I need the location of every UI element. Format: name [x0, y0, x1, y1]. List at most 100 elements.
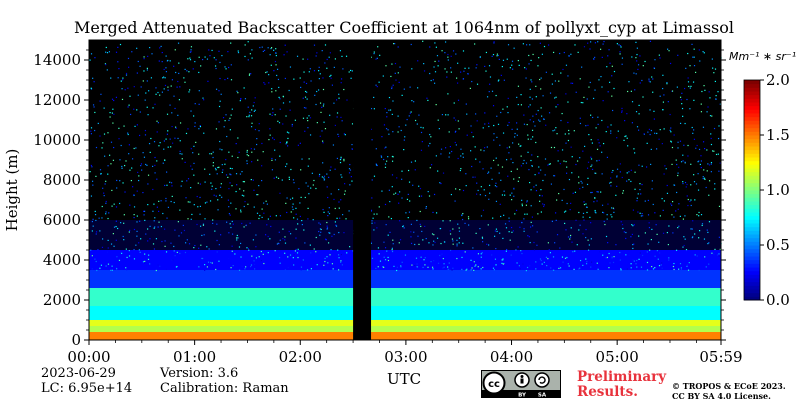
noise-pixel: [377, 46, 379, 48]
noise-pixel: [381, 190, 383, 192]
noise-pixel: [535, 141, 537, 144]
noise-pixel: [241, 222, 243, 225]
noise-pixel: [579, 122, 582, 125]
noise-pixel: [225, 174, 228, 176]
noise-pixel: [700, 155, 702, 157]
noise-pixel: [684, 122, 686, 125]
noise-pixel: [384, 107, 386, 110]
colorbar-segment: [744, 168, 760, 173]
noise-pixel: [705, 186, 707, 189]
noise-pixel: [496, 186, 498, 188]
noise-pixel: [687, 52, 689, 55]
noise-pixel: [243, 190, 245, 192]
noise-pixel: [131, 158, 134, 160]
noise-pixel: [669, 62, 672, 65]
noise-pixel: [284, 269, 287, 271]
noise-pixel: [162, 162, 164, 164]
noise-pixel: [508, 146, 511, 148]
noise-pixel: [716, 254, 719, 256]
noise-pixel: [122, 235, 124, 238]
noise-pixel: [467, 218, 470, 220]
noise-pixel: [575, 219, 577, 221]
noise-pixel: [129, 229, 131, 232]
noise-pixel: [636, 53, 638, 56]
noise-pixel: [682, 182, 684, 185]
noise-pixel: [330, 249, 332, 251]
noise-pixel: [688, 262, 690, 264]
noise-pixel: [611, 65, 613, 67]
noise-pixel: [325, 239, 327, 241]
noise-pixel: [310, 252, 312, 254]
noise-pixel: [686, 98, 688, 101]
noise-pixel: [456, 245, 458, 247]
noise-pixel: [568, 133, 570, 135]
noise-pixel: [204, 56, 206, 58]
svg-text:SA: SA: [538, 393, 547, 399]
noise-pixel: [647, 131, 649, 133]
noise-pixel: [627, 90, 629, 93]
noise-pixel: [203, 132, 205, 134]
noise-pixel: [338, 201, 340, 203]
noise-pixel: [229, 223, 231, 225]
noise-pixel: [516, 134, 518, 136]
noise-pixel: [627, 264, 629, 266]
weak-signal-region: [89, 220, 721, 250]
noise-pixel: [671, 204, 673, 206]
noise-pixel: [637, 129, 640, 131]
noise-pixel: [284, 239, 286, 241]
noise-pixel: [165, 55, 167, 57]
noise-pixel: [450, 55, 452, 57]
noise-pixel: [719, 162, 721, 164]
colorbar-tick-label: 2.0: [766, 71, 790, 89]
noise-pixel: [122, 79, 124, 81]
noise-pixel: [680, 268, 682, 270]
noise-pixel: [91, 166, 93, 168]
noise-pixel: [161, 61, 163, 63]
noise-pixel: [204, 202, 207, 204]
noise-pixel: [639, 252, 641, 254]
noise-pixel: [313, 179, 315, 182]
noise-pixel: [592, 116, 594, 119]
noise-pixel: [697, 173, 699, 175]
noise-pixel: [147, 114, 149, 116]
noise-pixel: [301, 223, 303, 226]
noise-pixel: [295, 237, 297, 239]
noise-pixel: [336, 112, 339, 114]
noise-pixel: [371, 254, 373, 256]
noise-pixel: [465, 173, 467, 175]
noise-pixel: [147, 183, 149, 185]
noise-pixel: [517, 103, 519, 106]
noise-pixel: [509, 194, 511, 196]
noise-pixel: [554, 242, 556, 244]
noise-pixel: [601, 56, 603, 58]
colorbar-segment: [744, 186, 760, 191]
noise-pixel: [123, 164, 126, 167]
noise-pixel: [449, 220, 451, 222]
noise-pixel: [658, 265, 661, 267]
noise-pixel: [621, 63, 623, 65]
noise-pixel: [458, 242, 460, 244]
noise-pixel: [456, 239, 458, 241]
noise-pixel: [690, 184, 692, 186]
noise-pixel: [692, 81, 695, 83]
noise-pixel: [661, 262, 663, 264]
noise-pixel: [118, 138, 120, 140]
noise-pixel: [337, 135, 340, 138]
noise-pixel: [642, 65, 644, 67]
noise-pixel: [659, 57, 661, 59]
noise-pixel: [313, 44, 316, 46]
colorbar-segment: [744, 142, 760, 147]
noise-pixel: [647, 214, 650, 216]
noise-pixel: [608, 81, 611, 83]
noise-pixel: [435, 46, 437, 48]
noise-pixel: [411, 68, 413, 70]
noise-pixel: [319, 228, 322, 230]
noise-pixel: [658, 138, 660, 140]
noise-pixel: [247, 41, 249, 43]
noise-pixel: [493, 269, 496, 271]
noise-pixel: [157, 210, 160, 212]
noise-pixel: [583, 203, 586, 206]
noise-pixel: [113, 99, 115, 102]
noise-pixel: [290, 168, 292, 171]
noise-pixel: [343, 158, 345, 161]
